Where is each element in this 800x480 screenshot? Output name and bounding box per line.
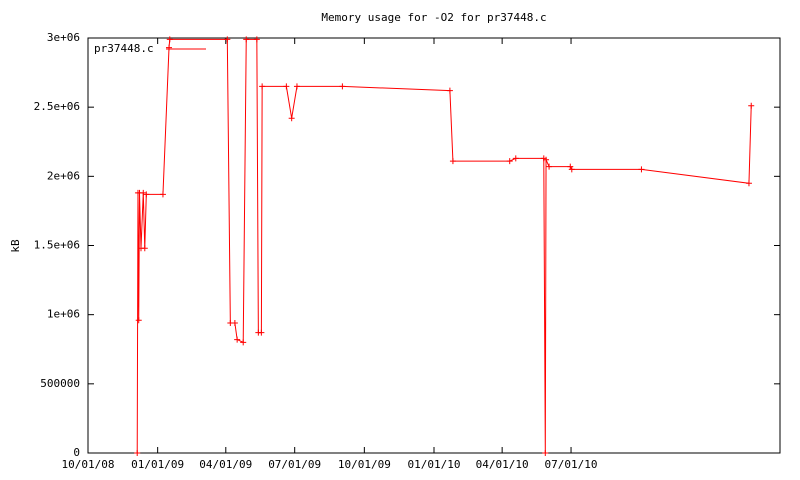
point-marker: [542, 450, 549, 456]
x-tick-label: 04/01/10: [476, 458, 529, 471]
y-tick-label: 0: [73, 446, 80, 459]
x-tick-label: 01/01/10: [408, 458, 461, 471]
point-marker: [159, 191, 166, 198]
point-marker: [166, 44, 173, 51]
point-marker: [638, 166, 645, 173]
point-marker: [745, 180, 752, 187]
point-marker: [143, 191, 150, 198]
y-axis-label: kB: [9, 239, 22, 253]
x-tick-label: 04/01/09: [199, 458, 252, 471]
x-tick-label: 07/01/10: [545, 458, 598, 471]
point-marker: [446, 87, 453, 94]
point-marker: [546, 163, 553, 170]
point-marker: [283, 83, 290, 90]
y-tick-label: 2.5e+06: [34, 100, 80, 113]
y-tick-label: 1e+06: [47, 308, 80, 321]
point-marker: [240, 339, 247, 346]
x-tick-label: 10/01/08: [62, 458, 115, 471]
point-marker: [288, 115, 295, 122]
point-marker: [259, 83, 266, 90]
point-marker: [512, 155, 519, 162]
point-marker: [543, 156, 550, 163]
point-marker: [166, 36, 173, 43]
point-marker: [568, 166, 575, 173]
x-tick-label: 01/01/09: [131, 458, 184, 471]
point-marker: [339, 83, 346, 90]
x-tick-label: 10/01/09: [338, 458, 391, 471]
point-marker: [231, 319, 238, 326]
point-marker: [135, 317, 142, 324]
y-tick-label: 2e+06: [47, 169, 80, 182]
point-marker: [253, 36, 260, 43]
point-marker: [506, 158, 513, 165]
point-marker: [234, 336, 241, 343]
point-marker: [293, 83, 300, 90]
y-tick-label: 3e+06: [47, 31, 80, 44]
point-marker: [140, 189, 147, 196]
point-marker: [224, 36, 231, 43]
legend-label: pr37448.c: [94, 42, 154, 55]
y-tick-label: 1.5e+06: [34, 239, 80, 252]
x-tick-label: 07/01/09: [268, 458, 321, 471]
point-marker: [243, 36, 250, 43]
point-marker: [449, 158, 456, 165]
point-marker: [134, 450, 141, 456]
point-marker: [748, 102, 755, 109]
point-marker: [258, 329, 265, 336]
chart-title: Memory usage for -O2 for pr37448.c: [321, 11, 546, 24]
point-marker: [141, 245, 148, 252]
y-tick-label: 500000: [40, 377, 80, 390]
